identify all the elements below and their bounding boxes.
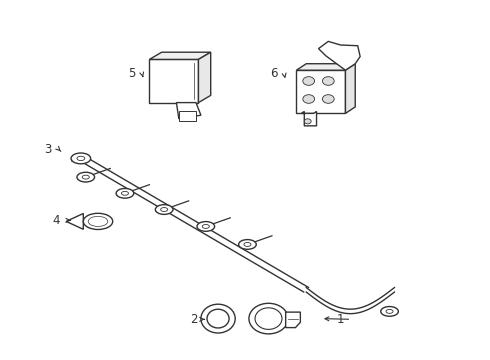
Ellipse shape: [202, 225, 209, 228]
Ellipse shape: [201, 304, 235, 333]
Ellipse shape: [239, 240, 256, 249]
Polygon shape: [198, 52, 211, 103]
Text: 6: 6: [270, 67, 277, 80]
Text: 4: 4: [52, 214, 60, 227]
Ellipse shape: [71, 153, 91, 164]
Text: 3: 3: [44, 143, 52, 156]
Ellipse shape: [249, 303, 288, 334]
Polygon shape: [301, 112, 317, 126]
Ellipse shape: [83, 213, 113, 230]
Polygon shape: [149, 52, 211, 59]
Polygon shape: [149, 59, 198, 103]
Ellipse shape: [386, 310, 393, 313]
Bar: [179, 111, 196, 121]
Ellipse shape: [82, 175, 89, 179]
Circle shape: [322, 95, 334, 103]
Ellipse shape: [88, 216, 108, 226]
Polygon shape: [296, 70, 345, 113]
Circle shape: [303, 95, 315, 103]
Polygon shape: [345, 64, 355, 113]
Polygon shape: [176, 103, 201, 119]
Ellipse shape: [116, 188, 134, 198]
Ellipse shape: [255, 308, 282, 329]
Ellipse shape: [77, 172, 95, 182]
Circle shape: [322, 77, 334, 85]
Ellipse shape: [155, 204, 173, 214]
Polygon shape: [318, 41, 360, 70]
Polygon shape: [286, 312, 300, 328]
Ellipse shape: [197, 221, 215, 231]
Circle shape: [304, 119, 311, 124]
Text: 5: 5: [127, 67, 135, 80]
Ellipse shape: [161, 208, 168, 211]
Ellipse shape: [207, 309, 229, 328]
Polygon shape: [66, 213, 83, 229]
Circle shape: [303, 77, 315, 85]
Ellipse shape: [77, 156, 85, 161]
Text: 2: 2: [190, 313, 197, 326]
Ellipse shape: [381, 306, 398, 316]
Ellipse shape: [244, 243, 251, 246]
Text: 1: 1: [337, 313, 344, 326]
Polygon shape: [296, 64, 355, 70]
Ellipse shape: [122, 192, 128, 195]
